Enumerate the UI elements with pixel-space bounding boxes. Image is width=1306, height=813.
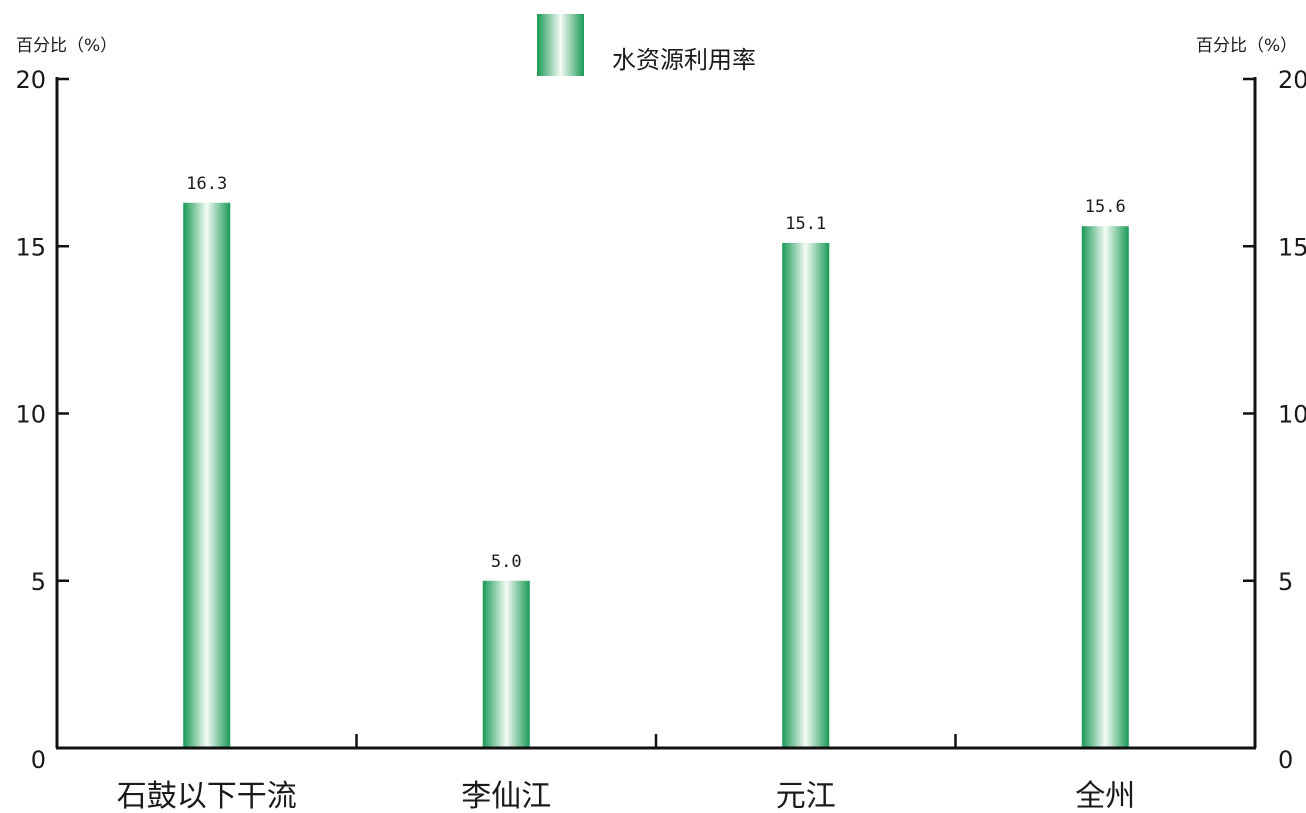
y-tick-label-right: 0 [1278, 746, 1293, 774]
data-label-3: 15.1 [785, 214, 826, 234]
category-labels: 石鼓以下干流 李仙江 元江 全州 [117, 779, 1136, 813]
category-label-1: 石鼓以下干流 [117, 779, 297, 813]
y-tick-label-right: 20 [1278, 66, 1306, 94]
category-label-3: 元江 [776, 779, 836, 813]
y-ticks-right: 0 5 10 15 20 [1243, 66, 1306, 774]
category-label-2: 李仙江 [461, 779, 551, 813]
y-tick-label-left: 10 [15, 401, 46, 429]
bar-2 [482, 580, 530, 748]
y-tick-label-right: 15 [1278, 233, 1306, 261]
y-tick-label-right: 10 [1278, 401, 1306, 429]
data-label-2: 5.0 [491, 552, 522, 572]
y-tick-label-left: 5 [31, 568, 46, 596]
bar-4 [1081, 226, 1129, 748]
axes [55, 77, 1257, 750]
data-labels: 16.3 5.0 15.1 15.6 [186, 174, 1125, 572]
y-tick-label-left: 15 [15, 233, 46, 261]
bar-1 [183, 202, 231, 748]
data-label-1: 16.3 [186, 174, 227, 194]
y-tick-label-left: 0 [31, 746, 46, 774]
y-tick-label-right: 5 [1278, 568, 1293, 596]
legend: 水资源利用率 [537, 14, 756, 76]
category-label-4: 全州 [1075, 779, 1135, 813]
y-ticks-left: 0 5 10 15 20 [15, 66, 69, 774]
legend-label: 水资源利用率 [612, 46, 756, 74]
data-label-4: 15.6 [1085, 197, 1126, 217]
bars [183, 202, 1129, 748]
y-tick-label-left: 20 [15, 66, 46, 94]
y-axis-title-left: 百分比（%） [16, 36, 117, 56]
legend-swatch [537, 14, 584, 76]
bar-3 [782, 242, 830, 748]
x-ticks [355, 734, 957, 748]
y-axis-title-right: 百分比（%） [1196, 36, 1297, 56]
